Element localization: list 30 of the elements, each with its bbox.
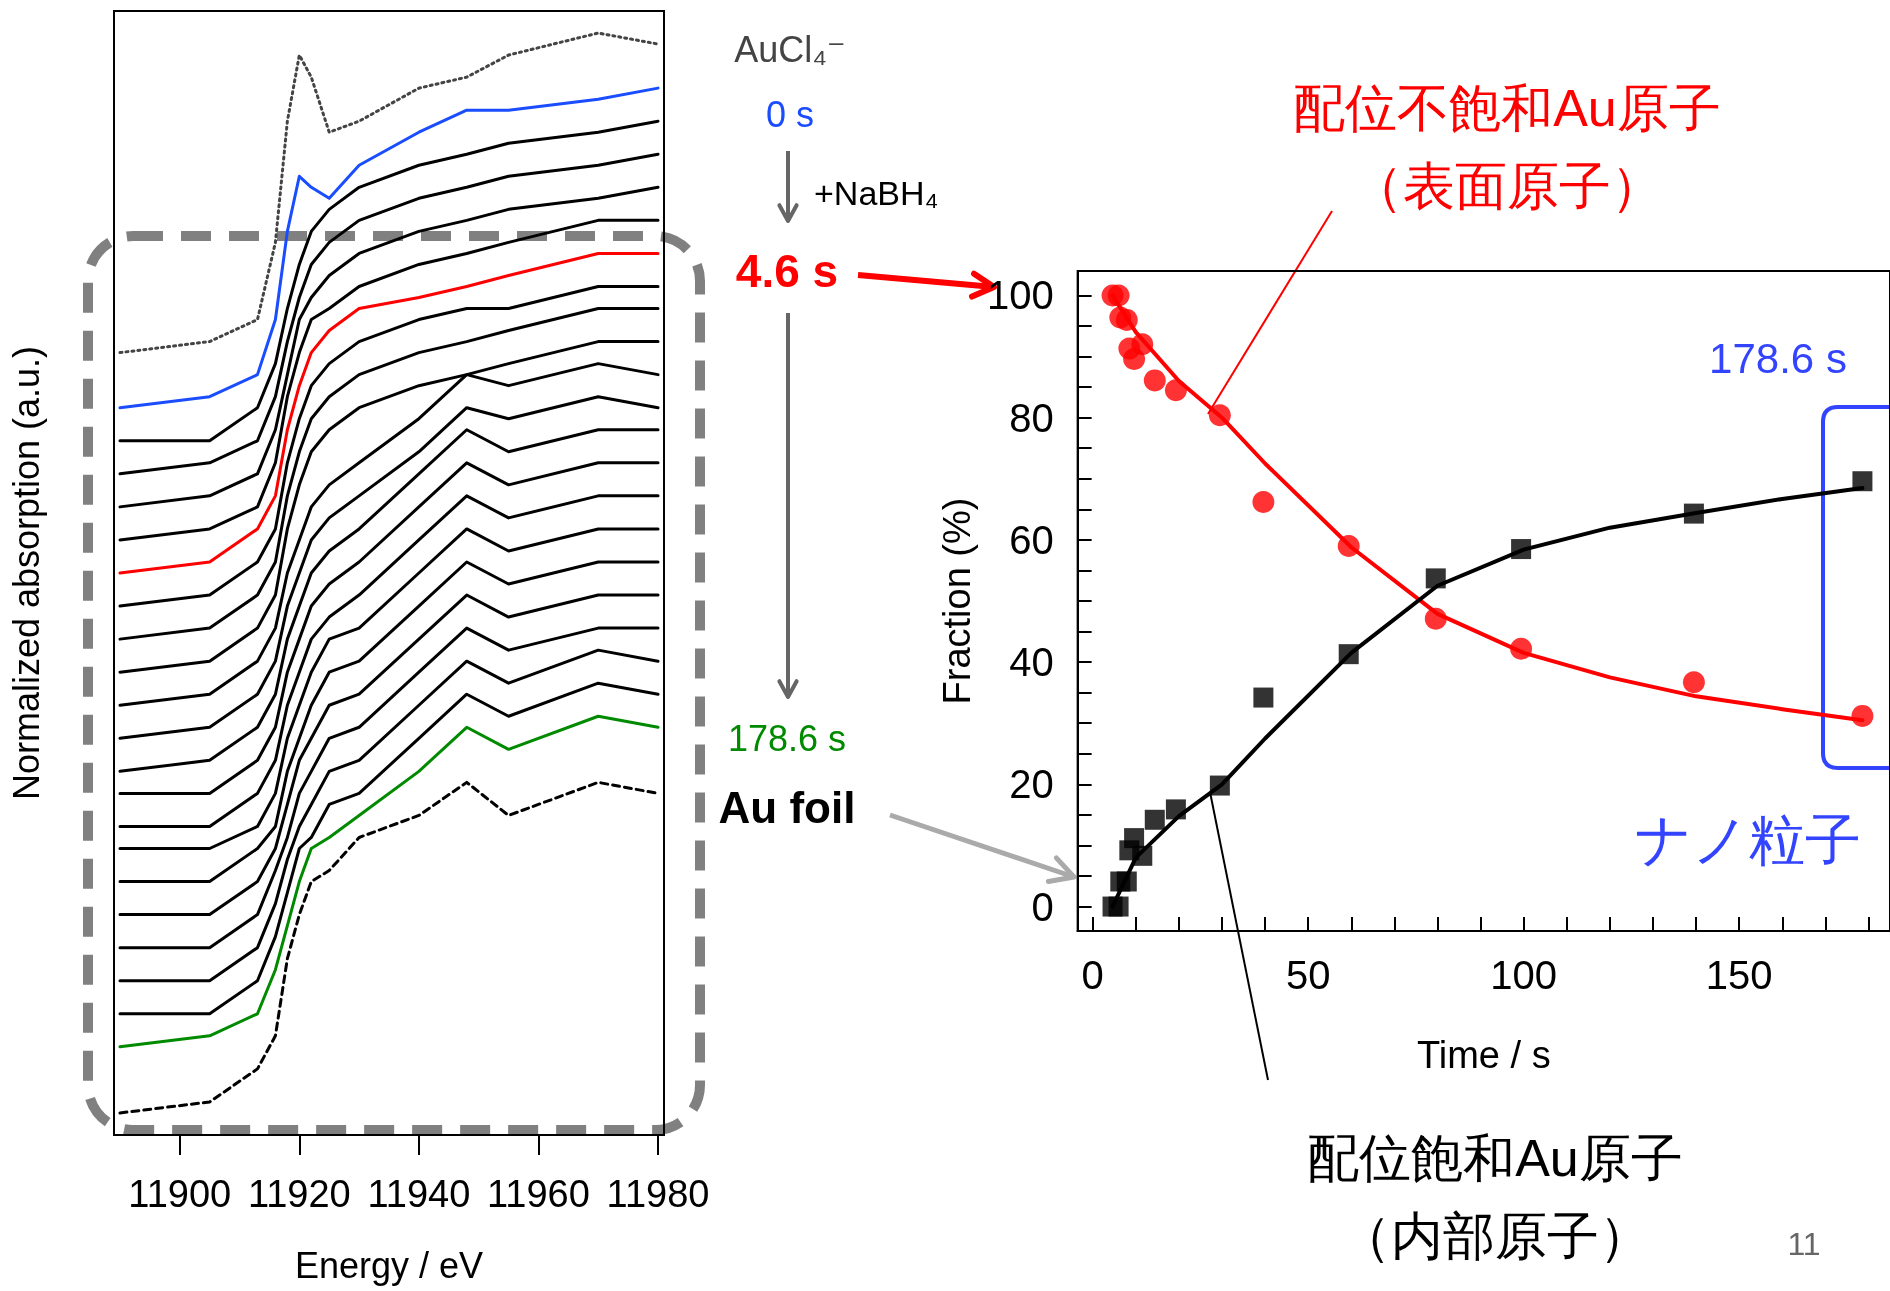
x-tick-label: 11940 [367,1173,471,1215]
series-label: 4.6 s [735,243,839,299]
y-tick-label: 100 [986,273,1054,318]
x-tick-label: 11900 [128,1173,232,1215]
annotation: ナノ粒子 [1635,807,1861,873]
text: 配位飽和Au原子（内部原子） [1306,1128,1684,1267]
annotation: 178.6 s [1709,333,1847,384]
y-axis-title: Fraction (%) [936,497,978,705]
x-tick-label: 0 [1081,953,1104,997]
text: +NaBH₄ [814,172,939,214]
y-tick-label: 60 [1009,517,1054,562]
x-axis-title: Time / s [1416,1034,1551,1076]
text: AuCl₄⁻ [734,28,846,72]
y-tick-label: 0 [1031,884,1054,929]
text: 11 [1787,1225,1821,1264]
y-tick-label: 80 [1009,395,1054,440]
series-label: Au foil [718,782,856,834]
series-label: 178.6 s [727,717,847,761]
x-tick-label: 50 [1285,953,1331,997]
y-tick-label: 40 [1009,640,1054,685]
text: 配位不飽和Au原子（表面原子） [1292,78,1722,217]
x-tick-label: 150 [1705,953,1773,997]
x-tick-label: 11980 [606,1173,710,1215]
x-axis-title: Energy / eV [294,1244,484,1286]
x-tick-label: 11960 [487,1173,590,1215]
y-axis-title: Normalized absorption (a.u.) [5,345,47,801]
x-tick-label: 11920 [247,1173,351,1215]
y-tick-label: 20 [1009,762,1054,807]
text: 0 s [765,93,815,137]
x-tick-label: 100 [1490,953,1558,997]
